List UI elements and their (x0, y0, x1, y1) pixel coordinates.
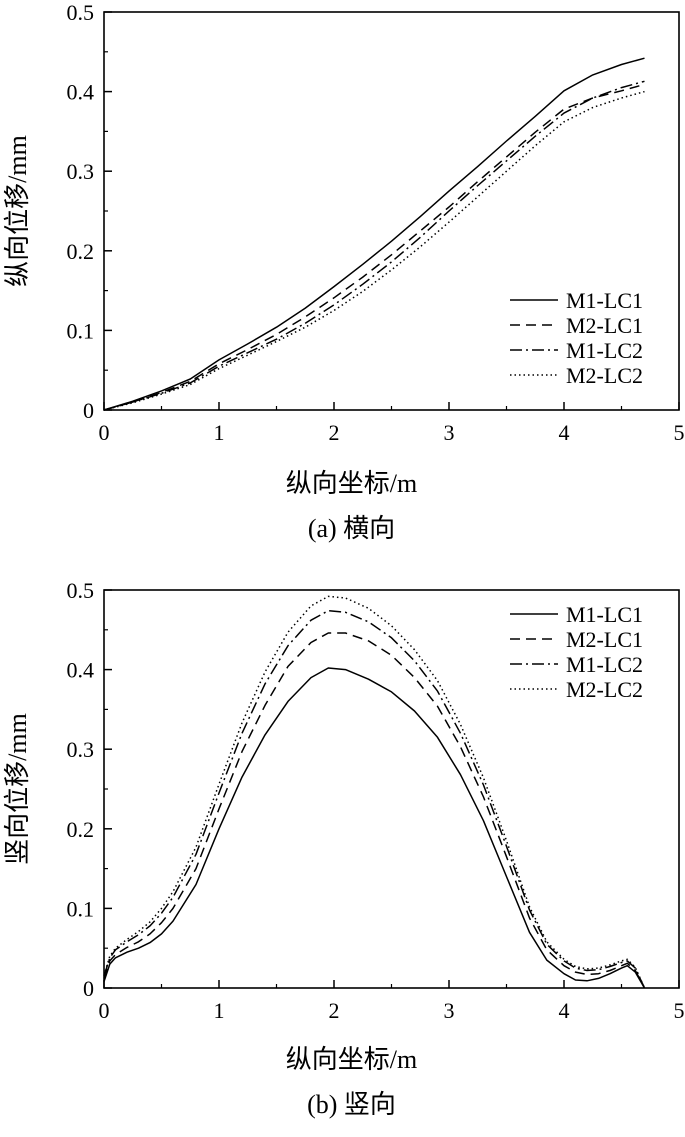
series-line-m1-lc1 (103, 57, 645, 411)
y-tick-label: 0.3 (67, 737, 95, 762)
legend-label: M2-LC1 (566, 627, 643, 652)
x-tick-label: 2 (329, 998, 340, 1023)
figure-caption: (a) 横向 (308, 514, 395, 543)
y-axis-label: 竖向位移/mm (3, 713, 32, 865)
x-axis-label: 纵向坐标/m (286, 1045, 417, 1074)
x-axis-label: 纵向坐标/m (286, 469, 417, 498)
figure-caption: (b) 竖向 (307, 1090, 396, 1119)
x-tick-label: 1 (214, 998, 225, 1023)
y-tick-label: 0.5 (67, 0, 95, 25)
legend-label: M1-LC1 (566, 602, 643, 627)
legend-label: M1-LC2 (566, 338, 643, 363)
y-tick-label: 0.4 (67, 80, 95, 105)
x-tick-label: 5 (674, 420, 685, 445)
legend-label: M2-LC1 (566, 313, 643, 338)
y-tick-label: 0.3 (67, 159, 95, 184)
x-tick-label: 0 (99, 998, 110, 1023)
x-tick-label: 2 (329, 420, 340, 445)
y-tick-label: 0.4 (67, 658, 95, 683)
x-tick-label: 1 (214, 420, 225, 445)
y-tick-label: 0.2 (67, 817, 95, 842)
x-tick-label: 4 (559, 420, 570, 445)
legend-label: M1-LC2 (566, 652, 643, 677)
x-tick-label: 3 (444, 420, 455, 445)
legend-label: M2-LC2 (566, 363, 643, 388)
series-line-m2-lc1 (103, 83, 645, 411)
series-line-m2-lc2 (103, 595, 646, 989)
y-tick-label: 0 (83, 398, 94, 423)
y-tick-label: 0 (83, 976, 94, 1001)
legend-label: M1-LC1 (566, 288, 643, 313)
x-tick-label: 4 (559, 998, 570, 1023)
y-axis-label: 纵向位移/mm (3, 135, 32, 287)
legend-label: M2-LC2 (566, 677, 643, 702)
x-tick-label: 3 (444, 998, 455, 1023)
series-line-m2-lc2 (103, 90, 645, 411)
chart-panel-2: 0 1 2 3 4 5 0 0.1 0.2 0.3 0.4 0.5 纵向坐标/m 竖向位移/mm M1-LC… (3, 578, 685, 1119)
series-line-m2-lc1 (103, 632, 646, 989)
series-line-m1-lc2 (103, 609, 646, 989)
x-tick-label: 5 (674, 998, 685, 1023)
chart-panel-1: 0 1 2 3 4 5 0 0.1 0.2 0.3 0.4 0.5 纵向坐标/m 纵向位移/mm M1-LC… (3, 0, 685, 543)
y-tick-label: 0.5 (67, 578, 95, 603)
y-tick-label: 0.1 (67, 896, 95, 921)
series-line-m1-lc2 (103, 80, 645, 411)
y-tick-label: 0.2 (67, 239, 95, 264)
y-tick-label: 0.1 (67, 318, 95, 343)
series-line-m1-lc1 (103, 667, 646, 989)
x-tick-label: 0 (99, 420, 110, 445)
